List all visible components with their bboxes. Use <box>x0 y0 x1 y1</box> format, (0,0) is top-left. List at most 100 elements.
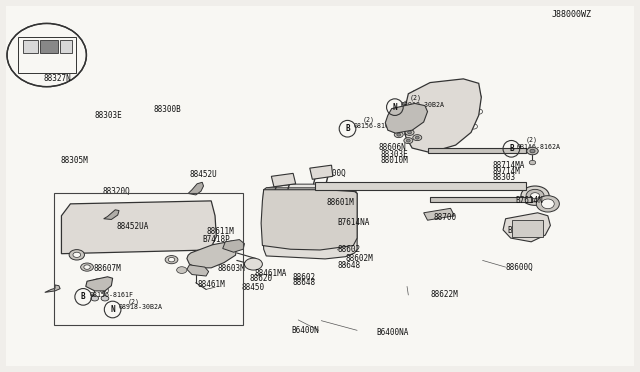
Bar <box>315 182 526 190</box>
Text: 88620: 88620 <box>250 274 273 283</box>
Bar <box>54 193 243 325</box>
Ellipse shape <box>470 124 477 129</box>
Text: (2): (2) <box>410 95 422 102</box>
Text: 88452UA: 88452UA <box>116 222 149 231</box>
Ellipse shape <box>413 135 422 141</box>
Ellipse shape <box>521 186 549 205</box>
Polygon shape <box>424 208 454 220</box>
Text: B7614N: B7614N <box>516 196 543 205</box>
Text: B: B <box>345 124 350 133</box>
Bar <box>60 40 72 53</box>
Ellipse shape <box>475 109 483 114</box>
Text: B7700M: B7700M <box>508 226 535 235</box>
Polygon shape <box>271 173 296 187</box>
Text: B: B <box>509 144 514 153</box>
Text: 88303E: 88303E <box>95 111 122 120</box>
Text: (2): (2) <box>526 137 538 143</box>
Ellipse shape <box>541 199 554 209</box>
Text: 88452U: 88452U <box>189 170 217 179</box>
Text: 88603M: 88603M <box>218 264 245 273</box>
Ellipse shape <box>394 132 403 138</box>
Ellipse shape <box>84 265 90 269</box>
Text: 88622M: 88622M <box>430 291 458 299</box>
Text: 88600Q: 88600Q <box>506 263 533 272</box>
Polygon shape <box>61 201 216 254</box>
Bar <box>512 220 543 237</box>
Text: 88714MA: 88714MA <box>493 161 525 170</box>
Text: 88303: 88303 <box>493 173 516 182</box>
Ellipse shape <box>168 257 175 262</box>
Polygon shape <box>104 210 119 219</box>
Text: 88648: 88648 <box>292 278 316 287</box>
Text: 88601M: 88601M <box>326 198 354 207</box>
Text: B7614NA: B7614NA <box>337 218 370 227</box>
Polygon shape <box>187 265 209 276</box>
Text: 88305M: 88305M <box>60 156 88 165</box>
Polygon shape <box>266 184 357 193</box>
Text: N: N <box>392 103 397 112</box>
Ellipse shape <box>404 131 412 137</box>
Text: 08156-8161F: 08156-8161F <box>90 292 134 298</box>
Polygon shape <box>45 285 60 292</box>
Ellipse shape <box>474 94 481 99</box>
Ellipse shape <box>415 141 422 146</box>
Bar <box>40 40 58 53</box>
Polygon shape <box>187 241 237 268</box>
Text: (2): (2) <box>99 286 111 293</box>
Polygon shape <box>188 182 204 195</box>
Text: J88000WZ: J88000WZ <box>552 10 592 19</box>
Ellipse shape <box>529 160 536 165</box>
Text: 88450: 88450 <box>242 283 265 292</box>
Ellipse shape <box>536 196 559 212</box>
Text: (2): (2) <box>128 298 140 305</box>
Ellipse shape <box>204 253 216 261</box>
Text: 0B1A6-8162A: 0B1A6-8162A <box>517 144 561 150</box>
Text: 88602M: 88602M <box>346 254 373 263</box>
Ellipse shape <box>408 131 412 134</box>
Ellipse shape <box>400 114 410 121</box>
Text: 88700: 88700 <box>434 213 457 222</box>
Ellipse shape <box>69 250 84 260</box>
Text: B: B <box>81 292 86 301</box>
Text: 08156-8161F: 08156-8161F <box>354 124 398 129</box>
Text: 88602: 88602 <box>292 273 316 282</box>
Polygon shape <box>262 188 357 259</box>
Ellipse shape <box>101 296 109 301</box>
Ellipse shape <box>530 149 535 153</box>
Ellipse shape <box>405 129 414 135</box>
Bar <box>428 148 526 153</box>
Ellipse shape <box>81 263 93 271</box>
Ellipse shape <box>403 116 410 121</box>
Text: 89714M: 89714M <box>493 167 520 176</box>
Ellipse shape <box>531 193 540 199</box>
Text: B7418P: B7418P <box>202 235 230 244</box>
Bar <box>18 37 76 73</box>
Text: 08918-30B2A: 08918-30B2A <box>118 304 163 310</box>
Polygon shape <box>223 240 244 252</box>
Ellipse shape <box>200 249 220 264</box>
Text: B6400N: B6400N <box>291 326 319 335</box>
Text: 88611M: 88611M <box>206 227 234 236</box>
Text: 88327N: 88327N <box>44 74 71 83</box>
Text: 88606N: 88606N <box>379 143 406 152</box>
Text: 88010M: 88010M <box>380 156 408 165</box>
Text: 88300B: 88300B <box>154 105 181 114</box>
Text: 88607M: 88607M <box>93 264 121 273</box>
Ellipse shape <box>438 113 448 119</box>
Text: (2): (2) <box>363 116 375 123</box>
Ellipse shape <box>527 147 538 155</box>
Ellipse shape <box>456 135 463 140</box>
Polygon shape <box>503 213 550 242</box>
Text: 88461MA: 88461MA <box>255 269 287 278</box>
Ellipse shape <box>404 138 413 144</box>
Ellipse shape <box>91 296 99 301</box>
Ellipse shape <box>404 101 412 106</box>
Ellipse shape <box>73 252 81 257</box>
Ellipse shape <box>406 139 410 142</box>
Polygon shape <box>310 165 333 179</box>
Ellipse shape <box>397 133 401 136</box>
Text: 88648: 88648 <box>337 262 360 270</box>
Text: 88320Q: 88320Q <box>102 187 130 196</box>
Polygon shape <box>385 103 428 133</box>
Text: 88303E: 88303E <box>380 150 408 158</box>
